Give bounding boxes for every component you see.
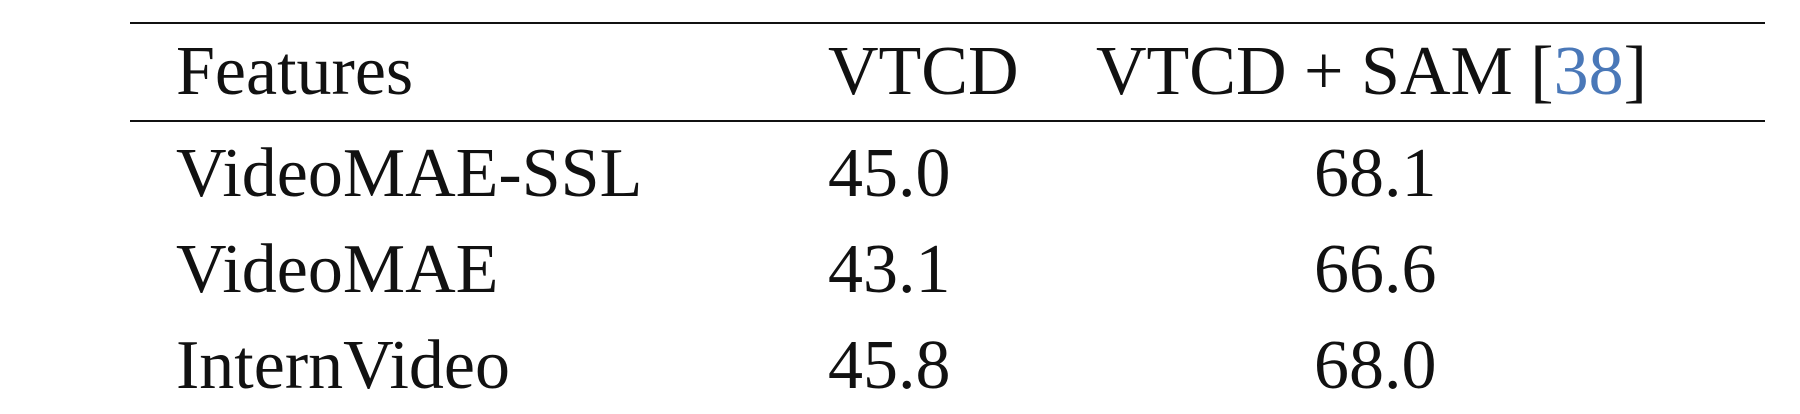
header-vtcd-sam-prefix: VTCD + SAM [: [1096, 33, 1554, 110]
row-vtcd-value: 45.0: [796, 121, 1056, 222]
header-vtcd: VTCD: [796, 23, 1056, 121]
results-table-container: Features VTCD VTCD + SAM [38] VideoMAE-S…: [130, 22, 1765, 414]
header-features: Features: [176, 33, 414, 110]
row-vtcd-value-text: 45.0: [828, 135, 951, 212]
table-row: VideoMAE 43.1 66.6: [130, 222, 1765, 318]
citation-link-38[interactable]: 38: [1553, 33, 1624, 110]
header-vtcd-sam-suffix: ]: [1623, 33, 1647, 110]
header-vtcd-label: VTCD: [828, 33, 1019, 110]
row-vtcd-value-text: 43.1: [828, 231, 951, 308]
row-vtcd-value-text: 45.8: [828, 327, 951, 404]
table-row: InternVideo 45.8 68.0: [130, 318, 1765, 414]
row-feature-name: VideoMAE-SSL: [176, 135, 643, 212]
results-table: Features VTCD VTCD + SAM [38] VideoMAE-S…: [130, 22, 1765, 414]
row-vtcd-sam-value: 68.0: [1314, 327, 1437, 404]
table-body: VideoMAE-SSL 45.0 68.1 VideoMAE 43.1 66.…: [130, 121, 1765, 414]
row-feature-name: VideoMAE: [176, 231, 499, 308]
row-feature-name: InternVideo: [176, 327, 511, 404]
header-vtcd-sam: VTCD + SAM [38]: [1056, 23, 1765, 121]
table-row: VideoMAE-SSL 45.0 68.1: [130, 121, 1765, 222]
row-vtcd-sam-value: 68.1: [1314, 135, 1437, 212]
row-vtcd-value: 43.1: [796, 222, 1056, 318]
table-header: Features VTCD VTCD + SAM [38]: [130, 23, 1765, 121]
header-row: Features VTCD VTCD + SAM [38]: [130, 23, 1765, 121]
row-vtcd-sam-value: 66.6: [1314, 231, 1437, 308]
row-vtcd-value: 45.8: [796, 318, 1056, 414]
